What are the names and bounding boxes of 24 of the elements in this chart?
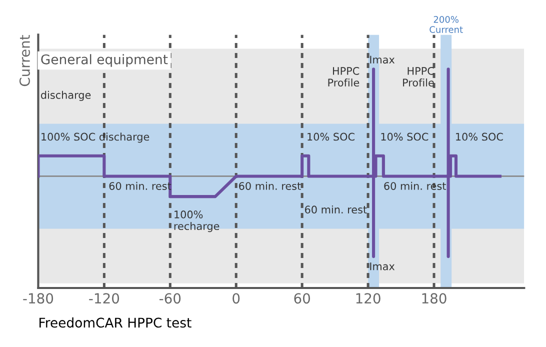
annotation: 60 min. rest	[384, 182, 446, 190]
x-tick-label: -180	[23, 293, 54, 304]
annotation: discharge	[40, 90, 91, 101]
annotation: 10% SOC	[308, 132, 354, 141]
annotation: HPPC Profile	[328, 67, 360, 87]
annotation: Imax	[370, 262, 395, 270]
y-axis-title: Current	[19, 35, 30, 86]
annotation: Imax	[370, 56, 395, 64]
x-tick-label: 120	[356, 293, 380, 304]
x-tick-label: -120	[89, 293, 120, 304]
x-tick-label: 180	[422, 293, 446, 304]
annotation: 100% recharge	[174, 210, 220, 232]
x-axis-title: FreedomCAR HPPC test	[40, 317, 192, 328]
x-tick-label: 60	[294, 293, 310, 304]
x-tick-label: 0	[232, 293, 240, 304]
annotation: 60 min. rest	[305, 205, 367, 214]
band-label: General equipment	[41, 54, 168, 67]
annotation: HPPC Profile	[403, 67, 434, 87]
band-label: 200% Current	[430, 16, 463, 33]
annotation: 10% SOC	[381, 132, 428, 141]
annotation: 60 min. rest	[239, 182, 301, 190]
annotation: 100% SOC discharge	[42, 132, 150, 143]
annotation: 10% SOC	[456, 132, 503, 141]
x-tick-label: -60	[159, 293, 181, 304]
